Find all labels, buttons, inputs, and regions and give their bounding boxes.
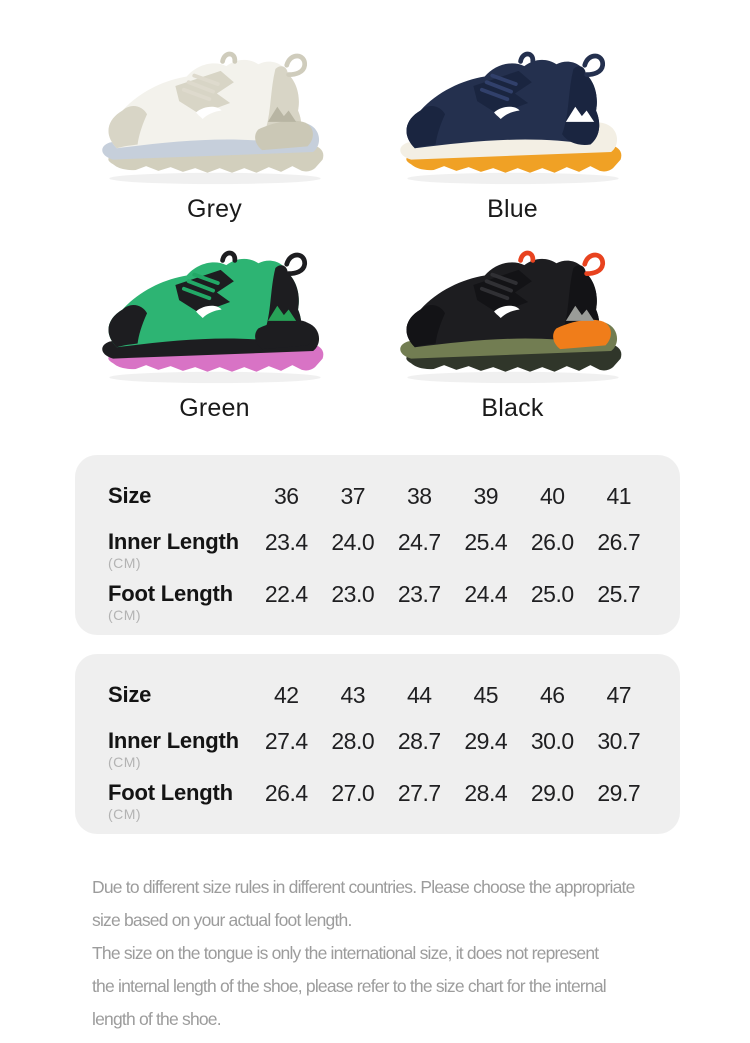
foot-length-value: 26.4 bbox=[264, 780, 308, 806]
foot-length-label: Foot Length bbox=[108, 581, 233, 606]
size-value: 39 bbox=[473, 483, 499, 509]
foot-length-unit: (CM) bbox=[108, 607, 142, 623]
foot-length-value: 29.7 bbox=[597, 780, 641, 806]
foot-length-value: 23.7 bbox=[397, 581, 441, 607]
foot-length-row: Foot Length (CM) 22.4 23.0 23.7 24.4 25.… bbox=[108, 581, 652, 624]
size-table-36-41: Size 36 37 38 39 40 41 Inner Length (CM)… bbox=[75, 455, 680, 635]
color-variants-grid: Grey Blue Green Black bbox=[0, 0, 750, 441]
variant-label-green: Green bbox=[179, 394, 250, 422]
size-value: 42 bbox=[273, 682, 299, 708]
note-line: size based on your actual foot length. bbox=[92, 910, 352, 930]
inner-length-row: Inner Length (CM) 27.4 28.0 28.7 29.4 30… bbox=[108, 728, 652, 771]
inner-length-value: 26.0 bbox=[530, 529, 574, 555]
foot-length-value: 28.4 bbox=[464, 780, 508, 806]
inner-length-value: 24.7 bbox=[397, 529, 441, 555]
size-row: Size 36 37 38 39 40 41 bbox=[108, 481, 652, 511]
inner-length-row: Inner Length (CM) 23.4 24.0 24.7 25.4 26… bbox=[108, 529, 652, 572]
variant-tile-black: Black bbox=[325, 231, 700, 441]
foot-length-value: 27.7 bbox=[397, 780, 441, 806]
variant-tile-blue: Blue bbox=[325, 0, 700, 231]
foot-length-label: Foot Length bbox=[108, 780, 233, 805]
size-row-label: Size bbox=[108, 483, 152, 508]
shoe-image-grey bbox=[101, 53, 323, 185]
size-value: 47 bbox=[606, 682, 632, 708]
inner-length-value: 24.0 bbox=[331, 529, 375, 555]
size-row-label: Size bbox=[108, 682, 152, 707]
inner-length-value: 28.0 bbox=[331, 728, 375, 754]
inner-length-label: Inner Length bbox=[108, 728, 239, 753]
size-value: 41 bbox=[606, 483, 632, 509]
shoe-image-blue bbox=[399, 53, 621, 185]
note-line: length of the shoe. bbox=[92, 1009, 222, 1029]
shoe-image-black bbox=[399, 252, 621, 384]
size-value: 37 bbox=[340, 483, 366, 509]
inner-length-value: 23.4 bbox=[264, 529, 308, 555]
foot-length-value: 23.0 bbox=[331, 581, 375, 607]
inner-length-value: 30.7 bbox=[597, 728, 641, 754]
variant-label-black: Black bbox=[481, 394, 544, 422]
inner-length-value: 26.7 bbox=[597, 529, 641, 555]
note-line: Due to different size rules in different… bbox=[92, 877, 635, 897]
foot-length-unit: (CM) bbox=[108, 806, 142, 822]
size-notes: Due to different size rules in different… bbox=[92, 871, 750, 1036]
inner-length-value: 28.7 bbox=[397, 728, 441, 754]
inner-length-unit: (CM) bbox=[108, 555, 142, 571]
inner-length-value: 30.0 bbox=[530, 728, 574, 754]
foot-length-value: 22.4 bbox=[264, 581, 308, 607]
note-line: The size on the tongue is only the inter… bbox=[92, 943, 599, 963]
size-row: Size 42 43 44 45 46 47 bbox=[108, 680, 652, 710]
note-line: the internal length of the shoe, please … bbox=[92, 976, 607, 996]
foot-length-value: 25.0 bbox=[530, 581, 574, 607]
variant-tile-green: Green bbox=[27, 231, 402, 441]
size-value: 43 bbox=[340, 682, 366, 708]
size-value: 36 bbox=[273, 483, 299, 509]
size-value: 45 bbox=[473, 682, 499, 708]
foot-length-value: 29.0 bbox=[530, 780, 574, 806]
size-table-42-47: Size 42 43 44 45 46 47 Inner Length (CM)… bbox=[75, 654, 680, 834]
size-value: 46 bbox=[539, 682, 565, 708]
inner-length-unit: (CM) bbox=[108, 754, 142, 770]
variant-label-grey: Grey bbox=[187, 195, 242, 223]
inner-length-value: 25.4 bbox=[464, 529, 508, 555]
size-value: 40 bbox=[539, 483, 565, 509]
inner-length-value: 29.4 bbox=[464, 728, 508, 754]
inner-length-value: 27.4 bbox=[264, 728, 308, 754]
foot-length-value: 27.0 bbox=[331, 780, 375, 806]
size-value: 44 bbox=[406, 682, 432, 708]
foot-length-row: Foot Length (CM) 26.4 27.0 27.7 28.4 29.… bbox=[108, 780, 652, 823]
variant-tile-grey: Grey bbox=[27, 0, 402, 231]
foot-length-value: 24.4 bbox=[464, 581, 508, 607]
inner-length-label: Inner Length bbox=[108, 529, 239, 554]
size-value: 38 bbox=[406, 483, 432, 509]
variant-label-blue: Blue bbox=[487, 195, 538, 223]
foot-length-value: 25.7 bbox=[597, 581, 641, 607]
shoe-image-green bbox=[101, 252, 323, 384]
